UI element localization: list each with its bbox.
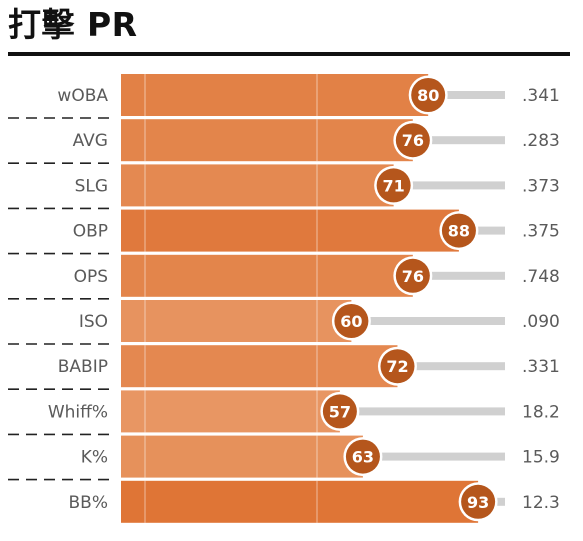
percentile-bar	[121, 480, 479, 523]
percentile-badge	[322, 394, 357, 429]
percentile-bar	[121, 345, 398, 388]
percentile-bar	[121, 119, 413, 162]
stat-value: .331	[522, 357, 560, 377]
stat-value: 12.3	[522, 493, 560, 513]
percentile-bar	[121, 164, 394, 207]
stat-value: .283	[522, 131, 560, 151]
percentile-badge	[334, 304, 369, 338]
percentile-bar	[121, 209, 459, 252]
percentile-badge	[395, 258, 430, 293]
category-label: Whiff%	[48, 402, 108, 422]
percentile-value: 88	[448, 222, 470, 241]
percentile-value: 76	[402, 267, 424, 286]
percentile-badge	[441, 213, 476, 248]
percentile-value: 57	[329, 402, 351, 421]
percentile-bar	[121, 390, 340, 433]
category-label: AVG	[73, 131, 108, 151]
percentile-value: 72	[386, 357, 408, 376]
category-label: ISO	[79, 312, 108, 332]
category-label: wOBA	[57, 86, 108, 106]
stat-value: .748	[522, 267, 560, 287]
percentile-bar	[121, 435, 363, 478]
category-label: BB%	[69, 493, 108, 513]
percentile-value: 71	[383, 176, 405, 195]
percentile-badge	[411, 78, 446, 112]
percentile-bar	[121, 300, 352, 342]
percentile-bar	[121, 254, 413, 297]
stat-value: .090	[522, 312, 560, 332]
stat-value: .341	[522, 86, 560, 106]
category-label: SLG	[75, 176, 108, 196]
title-underline	[8, 52, 570, 56]
percentile-value: 63	[352, 448, 374, 467]
percentile-badge	[395, 123, 430, 158]
stat-value: .373	[522, 176, 560, 196]
percentile-badge	[345, 439, 380, 474]
category-label: OPS	[74, 267, 108, 287]
category-label: K%	[81, 448, 108, 468]
stat-value: .375	[522, 222, 560, 242]
percentile-bar	[121, 74, 429, 116]
percentile-value: 76	[402, 131, 424, 150]
stat-value: 18.2	[522, 402, 560, 422]
percentile-badge	[376, 168, 411, 203]
percentile-badge	[380, 349, 415, 384]
percentile-value: 80	[417, 86, 439, 105]
chart-title: 打擊 PR	[8, 5, 138, 44]
stat-value: 15.9	[522, 448, 560, 468]
percentile-value: 93	[467, 493, 489, 512]
category-label: BABIP	[58, 357, 108, 377]
category-label: OBP	[73, 222, 108, 242]
percentile-value: 60	[340, 312, 362, 331]
percentile-badge	[461, 484, 496, 519]
